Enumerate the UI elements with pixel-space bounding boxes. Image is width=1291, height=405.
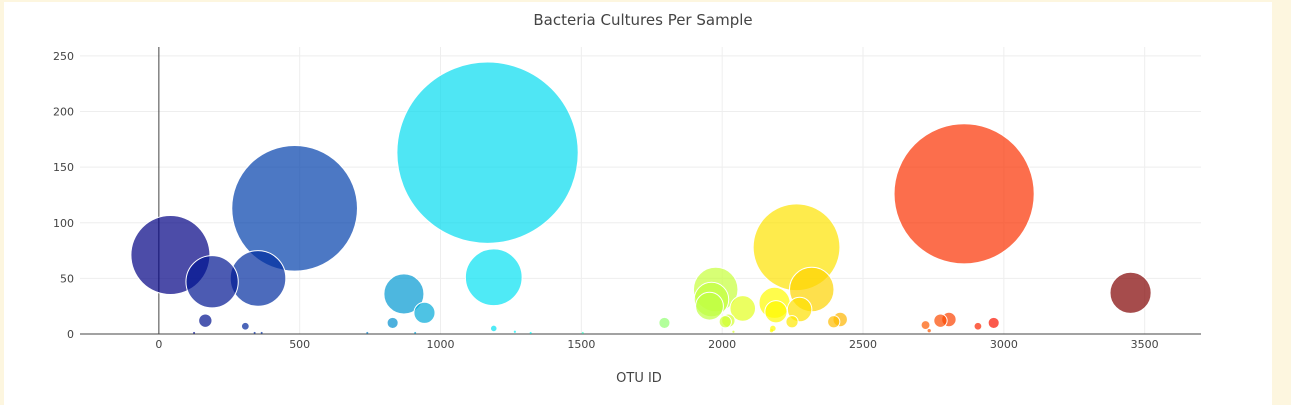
bubble-point[interactable]	[732, 330, 735, 333]
bubble-point[interactable]	[490, 325, 497, 332]
bubble-point[interactable]	[987, 316, 1000, 329]
bubble-point[interactable]	[198, 313, 213, 328]
x-tick-label: 3000	[990, 338, 1018, 351]
x-tick-label: 0	[155, 338, 162, 351]
bubble-point[interactable]	[529, 331, 532, 334]
x-tick-label: 3500	[1131, 338, 1159, 351]
bubble-point[interactable]	[383, 273, 425, 315]
bubble-point[interactable]	[229, 250, 287, 307]
bubble-point[interactable]	[464, 248, 523, 307]
bubble-point[interactable]	[927, 328, 931, 333]
y-tick-label: 0	[67, 328, 74, 341]
bubble-point[interactable]	[695, 291, 724, 321]
bubble-point[interactable]	[920, 320, 931, 331]
bubble-point[interactable]	[513, 330, 516, 333]
x-axis-title: OTU ID	[616, 371, 662, 386]
bubble-point[interactable]	[581, 331, 584, 334]
bubble-point[interactable]	[260, 331, 263, 334]
bubble-point[interactable]	[253, 331, 256, 334]
bubble-point[interactable]	[973, 321, 983, 331]
x-axis: 0 500 1000 1500 2000 2500 3000 3500	[80, 333, 1201, 351]
bubble-point[interactable]	[1109, 271, 1152, 314]
bubble-point[interactable]	[414, 331, 417, 334]
y-axis: 0 50 100 150 200 250	[53, 47, 160, 341]
x-tick-label: 1000	[427, 338, 455, 351]
y-tick-label: 250	[53, 50, 74, 63]
bubble-chart: 0 50 100 150 200 250 0 500 1000 1500 2000 2500 3000…	[53, 11, 1201, 386]
y-tick-label: 150	[53, 161, 74, 174]
bubble-point[interactable]	[396, 61, 579, 244]
x-tick-label: 2500	[849, 338, 877, 351]
y-tick-label: 50	[60, 272, 74, 285]
bubble-point[interactable]	[933, 313, 948, 328]
bubble-point[interactable]	[764, 300, 788, 324]
bubble-point[interactable]	[827, 315, 841, 329]
bubble-point[interactable]	[785, 315, 799, 329]
bubble-point[interactable]	[231, 144, 358, 272]
bubbles	[130, 61, 1152, 334]
bubble-point[interactable]	[658, 316, 671, 329]
chart-panel: 0 50 100 150 200 250 0 500 1000 1500 2000 2500 3000…	[4, 2, 1272, 405]
bubble-point[interactable]	[893, 123, 1035, 265]
bubble-point[interactable]	[366, 331, 369, 334]
bubble-point[interactable]	[729, 295, 757, 322]
bubble-point[interactable]	[193, 331, 196, 334]
bubble-point[interactable]	[185, 255, 239, 309]
bubble-point[interactable]	[769, 328, 774, 333]
x-tick-label: 500	[289, 338, 310, 351]
chart-title: Bacteria Cultures Per Sample	[533, 11, 752, 29]
bubble-point[interactable]	[413, 301, 436, 324]
bubble-point[interactable]	[718, 315, 732, 329]
bubble-point[interactable]	[240, 321, 250, 331]
y-tick-label: 200	[53, 106, 74, 119]
bubble-point[interactable]	[386, 316, 399, 329]
x-tick-label: 1500	[567, 338, 595, 351]
x-tick-label: 2000	[708, 338, 736, 351]
y-tick-label: 100	[53, 217, 74, 230]
